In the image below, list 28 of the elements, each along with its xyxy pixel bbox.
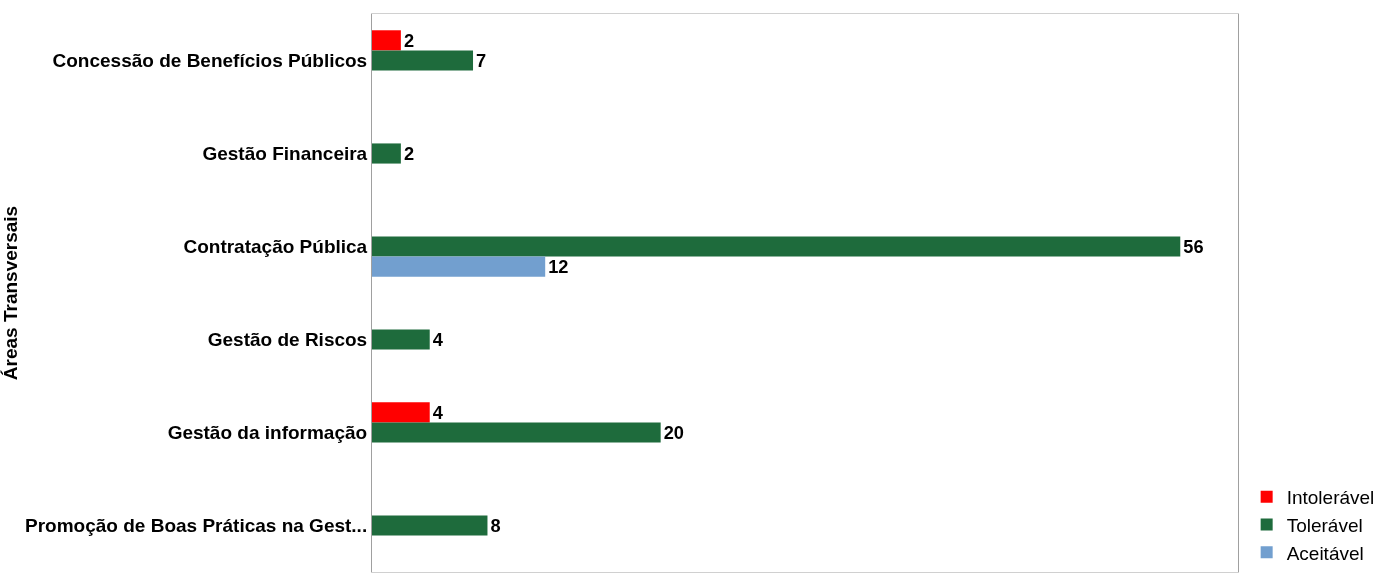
- y-tick-label: Concessão de Benefícios Públicos: [52, 50, 368, 72]
- data-label: 20: [663, 421, 684, 443]
- legend-label: Intolerável: [1286, 487, 1375, 509]
- data-label: 4: [432, 401, 444, 423]
- y-tick-label: Contratação Pública: [183, 236, 368, 258]
- legend-label: Tolerável: [1286, 514, 1363, 536]
- bar: [372, 402, 430, 423]
- data-label: 56: [1183, 235, 1204, 257]
- bar: [372, 50, 474, 71]
- bar: [372, 256, 546, 277]
- bar: [372, 30, 401, 51]
- legend-label: Aceitável: [1286, 542, 1364, 564]
- data-label: 2: [403, 29, 415, 51]
- y-tick-label: Promoção de Boas Práticas na Gest...: [25, 515, 368, 537]
- y-tick-label: Gestão Financeira: [202, 143, 368, 165]
- bar: [372, 329, 430, 350]
- bar: [372, 236, 1181, 257]
- bar: [372, 143, 401, 164]
- data-label: 4: [432, 328, 444, 350]
- data-label: 8: [490, 514, 501, 536]
- y-axis-title: Áreas Transversais: [0, 205, 21, 381]
- data-label: 7: [476, 49, 487, 71]
- y-tick-label: Gestão de Riscos: [207, 329, 368, 351]
- data-label: 12: [548, 255, 569, 277]
- bar: [372, 515, 488, 536]
- bar: [372, 422, 661, 443]
- data-label: 2: [403, 143, 415, 164]
- y-tick-label: Gestão da informação: [167, 422, 368, 444]
